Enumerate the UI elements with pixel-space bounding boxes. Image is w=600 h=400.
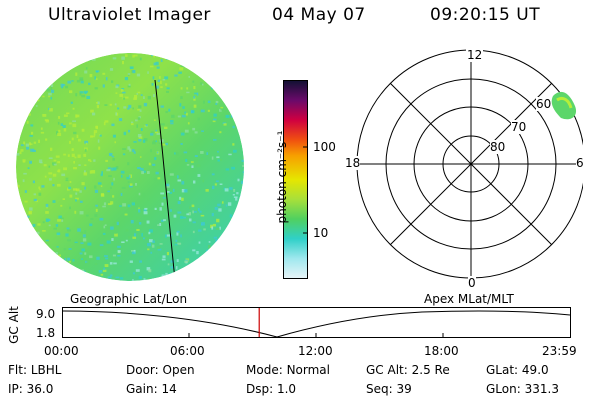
timeline-left-caption: Geographic Lat/Lon <box>70 292 188 306</box>
altitude-curve <box>62 310 571 338</box>
info-dsp: Dsp: 1.0 <box>246 382 297 396</box>
instrument-title: Ultraviolet Imager <box>48 5 211 25</box>
info-filter: Flt: LBHL <box>8 363 62 377</box>
terminator-line <box>154 79 176 281</box>
mlt-label-18: 18 <box>345 156 361 170</box>
colorbar-unit-label: photon cm⁻²s⁻¹ <box>275 130 289 224</box>
info-ip: IP: 36.0 <box>8 382 54 396</box>
lat-label-80: 80 <box>490 140 506 154</box>
timeline-right-caption: Apex MLat/MLT <box>424 292 514 306</box>
colorbar <box>283 80 308 279</box>
timeline-xtick-0600: 06:00 <box>170 344 205 358</box>
timeline-xtick-1800: 18:00 <box>424 344 459 358</box>
timeline-ytick-top: 9.0 <box>36 307 56 321</box>
info-glat: GLat: 49.0 <box>486 363 549 377</box>
polar-mlt-plot <box>356 49 583 279</box>
timeline-xtick-0000: 00:00 <box>44 344 79 358</box>
info-gc-alt: GC Alt: 2.5 Re <box>366 363 450 377</box>
timeline-xtick-2359: 23:59 <box>542 344 577 358</box>
earth-uv-image <box>16 53 244 281</box>
info-gain: Gain: 14 <box>126 382 177 396</box>
timeline-ytick-bottom: 1.8 <box>36 326 56 340</box>
lat-label-60: 60 <box>536 97 552 111</box>
altitude-timeline <box>62 307 571 338</box>
timeline-xtick-1200: 12:00 <box>298 344 333 358</box>
colorbar-tick-10: 10 <box>313 226 329 240</box>
observation-date: 04 May 07 <box>272 5 366 25</box>
observation-time: 09:20:15 UT <box>430 5 541 25</box>
info-door: Door: Open <box>126 363 195 377</box>
timeline-ylabel: GC Alt <box>7 306 21 344</box>
mlt-label-6: 6 <box>576 156 584 170</box>
mlt-label-12: 12 <box>466 48 484 62</box>
lat-label-70: 70 <box>511 120 527 134</box>
colorbar-tick-100: 100 <box>313 140 336 154</box>
auroral-blob <box>551 91 577 120</box>
mlt-label-0: 0 <box>468 276 476 290</box>
info-glon: GLon: 331.3 <box>486 382 559 396</box>
info-seq: Seq: 39 <box>366 382 412 396</box>
info-mode: Mode: Normal <box>246 363 330 377</box>
